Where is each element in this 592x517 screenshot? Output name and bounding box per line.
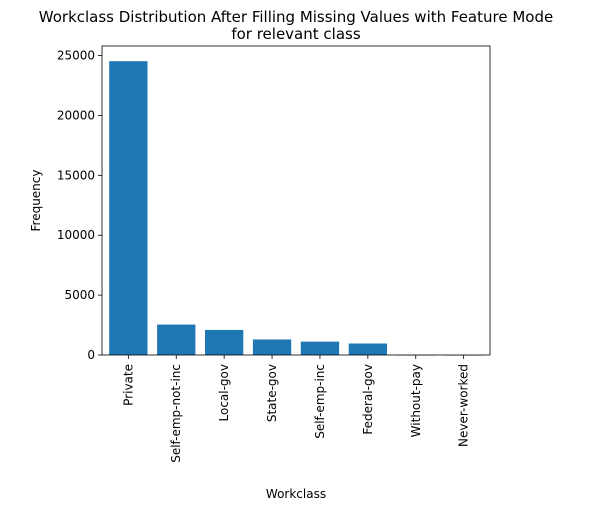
y-tick-label: 15000 bbox=[57, 168, 95, 182]
bar-local-gov bbox=[204, 329, 244, 355]
bar-self-emp-not-inc bbox=[157, 324, 196, 355]
y-tick-label: 5000 bbox=[64, 288, 95, 302]
chart-title: Workclass Distribution After Filling Mis… bbox=[39, 8, 553, 43]
x-tick-label: Self-emp-not-inc bbox=[169, 364, 183, 463]
y-tick-label: 20000 bbox=[57, 108, 95, 122]
bar-federal-gov bbox=[348, 343, 388, 355]
x-tick-label: Without-pay bbox=[409, 364, 423, 437]
bar-self-emp-inc bbox=[300, 341, 340, 355]
bars bbox=[109, 61, 483, 356]
bar-private bbox=[109, 61, 148, 355]
x-axis-label: Workclass bbox=[266, 487, 326, 501]
x-tick-label: Self-emp-inc bbox=[313, 364, 327, 439]
x-axis-ticks: Private Self-emp-not-inc Local-gov State-go… bbox=[121, 355, 471, 463]
x-tick-label: Never-worked bbox=[457, 364, 471, 447]
x-tick-label: Private bbox=[121, 364, 135, 406]
y-tick-label: 10000 bbox=[57, 228, 95, 242]
x-tick-label: State-gov bbox=[265, 364, 279, 422]
plot-frame bbox=[101, 45, 491, 356]
y-axis-ticks: 0 5000 10000 15000 20000 25000 bbox=[57, 49, 102, 362]
y-tick-label: 25000 bbox=[57, 49, 95, 63]
y-axis-label: Frequency bbox=[29, 170, 43, 232]
chart-title-line-1: Workclass Distribution After Filling Mis… bbox=[39, 8, 553, 26]
x-tick-label: Local-gov bbox=[217, 364, 231, 422]
bar-state-gov bbox=[252, 339, 292, 355]
y-tick-label: 0 bbox=[87, 348, 95, 362]
chart-title-line-2: for relevant class bbox=[231, 25, 361, 43]
x-tick-label: Federal-gov bbox=[361, 364, 375, 435]
